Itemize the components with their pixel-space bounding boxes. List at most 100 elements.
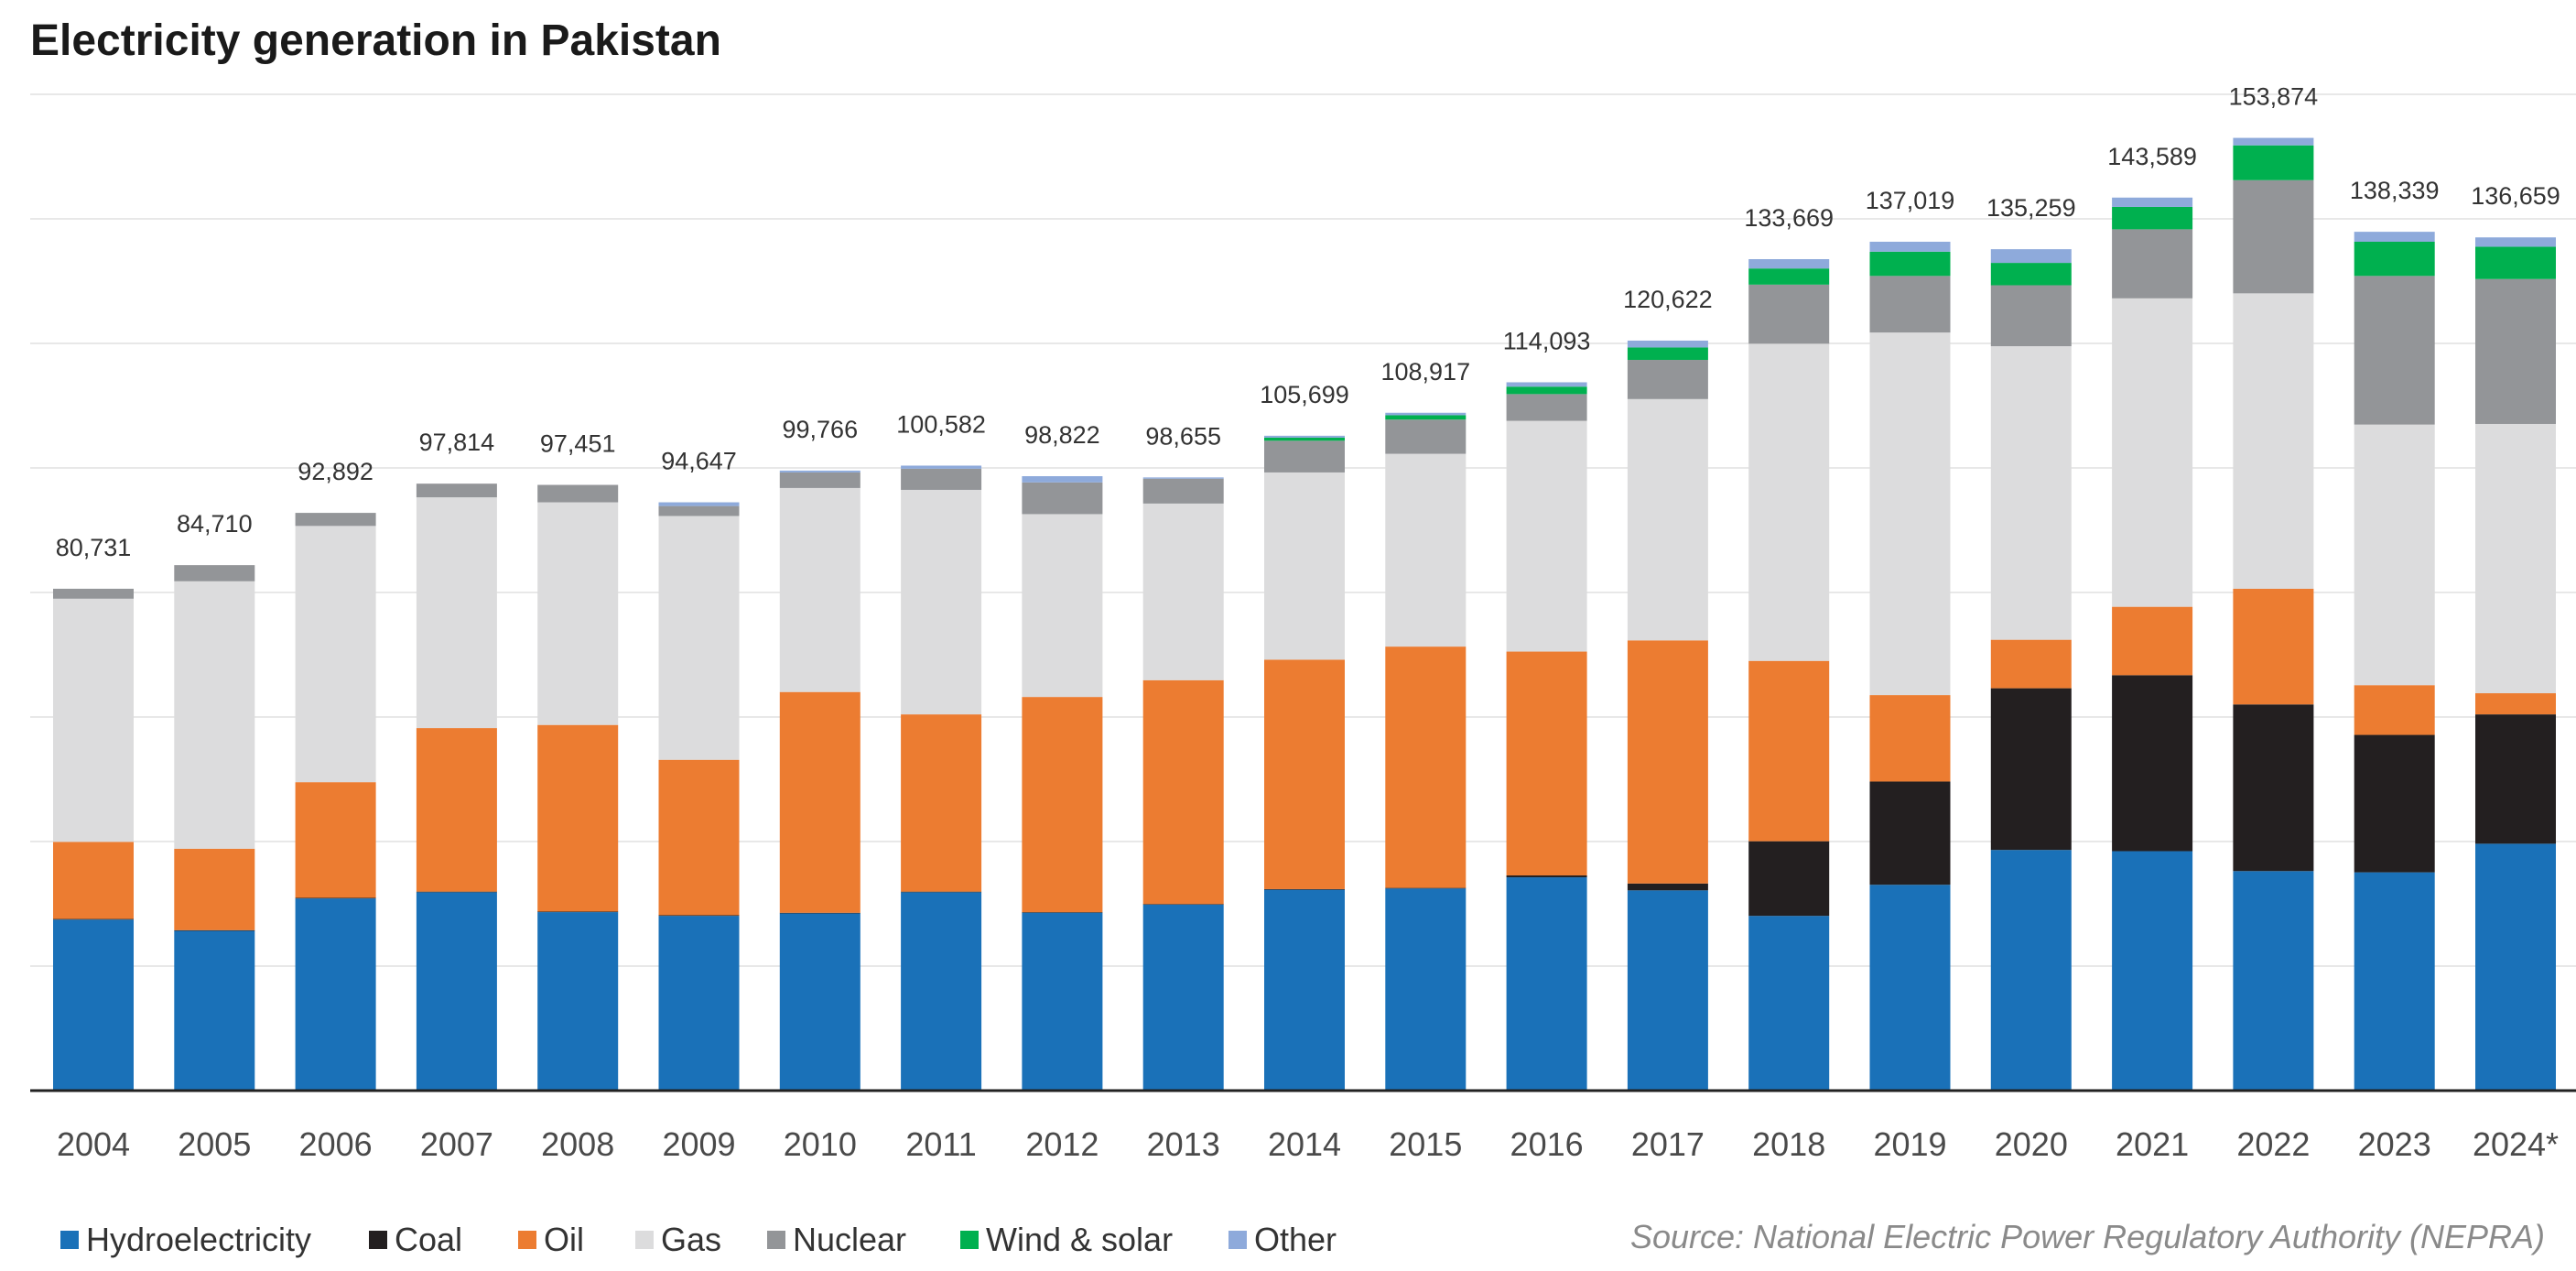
- legend-item-coal: Coal: [369, 1221, 462, 1258]
- bar-segment-gas: [1627, 398, 1708, 641]
- x-tick-label: 2011: [905, 1125, 976, 1163]
- x-tick-label: 2019: [1873, 1125, 1946, 1163]
- bar-segment-gas: [2354, 424, 2435, 686]
- legend: Hydroelectricity Coal Oil Gas Nuclear Wind & …: [60, 1221, 1337, 1258]
- total-label: 84,710: [177, 510, 253, 538]
- bar-stack-2009: [658, 502, 740, 1091]
- x-tick-label: 2012: [1025, 1125, 1099, 1163]
- bar-segment-wind-solar: [1869, 251, 1951, 277]
- total-label: 137,019: [1866, 187, 1955, 214]
- bar-segment-nuclear: [658, 505, 740, 516]
- bar-segment-gas: [416, 497, 497, 729]
- bar-segment-other: [2354, 232, 2435, 242]
- legend-label: Other: [1254, 1221, 1337, 1258]
- total-labels: 80,731 84,710 92,892 97,814 97,451 94,647 99,7…: [56, 83, 2560, 561]
- bar-segment-nuclear: [779, 472, 860, 488]
- x-tick-label: 2007: [420, 1125, 493, 1163]
- legend-swatch: [60, 1231, 79, 1249]
- x-tick-label: 2020: [1995, 1125, 2068, 1163]
- legend-label: Hydroelectricity: [86, 1221, 311, 1258]
- bar-segment-hydroelectricity: [779, 913, 860, 1091]
- bar-segment-nuclear: [2233, 179, 2314, 294]
- bar-segment-nuclear: [2354, 276, 2435, 425]
- bar-segment-coal: [2475, 714, 2556, 844]
- bar-segment-hydroelectricity: [2475, 843, 2556, 1091]
- x-tick-label: 2016: [1510, 1125, 1584, 1163]
- bar-segment-hydroelectricity: [1022, 912, 1103, 1091]
- x-tick-label: 2017: [1631, 1125, 1705, 1163]
- bar-segment-coal: [1748, 841, 1830, 917]
- legend-label: Nuclear: [793, 1221, 906, 1258]
- bar-segment-hydroelectricity: [1627, 890, 1708, 1091]
- bar-segment-other: [1264, 435, 1345, 438]
- bar-segment-gas: [1869, 332, 1951, 696]
- total-label: 138,339: [2350, 177, 2440, 204]
- legend-item-gas: Gas: [635, 1221, 721, 1258]
- bar-segment-coal: [1869, 781, 1951, 885]
- bar-segment-nuclear: [2475, 278, 2556, 424]
- bar-segment-oil: [2233, 588, 2314, 705]
- total-label: 98,822: [1024, 421, 1100, 449]
- legend-item-hydroelectricity: Hydroelectricity: [60, 1221, 311, 1258]
- bar-segment-nuclear: [1990, 285, 2072, 347]
- bar-segment-coal: [779, 912, 860, 914]
- x-tick-label: 2021: [2116, 1125, 2189, 1163]
- bar-segment-nuclear: [1022, 482, 1103, 515]
- bar-stack-2022: [2233, 137, 2314, 1091]
- total-label: 143,589: [2107, 143, 2197, 170]
- bar-segment-wind-solar: [1627, 347, 1708, 361]
- total-label: 92,892: [298, 458, 373, 485]
- bar-segment-other: [1990, 249, 2072, 264]
- bar-segment-other: [1627, 340, 1708, 348]
- bar-segment-nuclear: [1142, 478, 1224, 504]
- bar-segment-oil: [2354, 685, 2435, 735]
- bar-segment-hydroelectricity: [537, 912, 619, 1091]
- bar-segment-gas: [1264, 472, 1345, 660]
- bar-stack-2020: [1990, 249, 2072, 1091]
- x-tick-label: 2008: [541, 1125, 614, 1163]
- legend-swatch: [1228, 1231, 1247, 1249]
- x-tick-label: 2013: [1147, 1125, 1220, 1163]
- bar-segment-hydroelectricity: [2112, 851, 2193, 1091]
- bar-segment-nuclear: [53, 588, 134, 599]
- x-tick-label: 2009: [662, 1125, 735, 1163]
- bar-segment-wind-solar: [2233, 145, 2314, 180]
- bar-segment-hydroelectricity: [53, 919, 134, 1091]
- total-label: 100,582: [896, 410, 986, 438]
- bar-segment-wind-solar: [1748, 268, 1830, 285]
- bar-segment-nuclear: [1748, 284, 1830, 344]
- bar-segment-hydroelectricity: [658, 916, 740, 1091]
- bar-segment-wind-solar: [2354, 241, 2435, 277]
- bar-stack-2006: [295, 513, 376, 1091]
- bar-segment-hydroelectricity: [416, 892, 497, 1091]
- bar-stack-2018: [1748, 259, 1830, 1091]
- bar-stack-2016: [1506, 382, 1587, 1091]
- x-tick-label: 2010: [784, 1125, 857, 1163]
- bar-segment-gas: [901, 489, 982, 715]
- bar-segment-wind-solar: [2112, 206, 2193, 230]
- bar-segment-gas: [1506, 420, 1587, 652]
- x-tick-label: 2022: [2236, 1125, 2310, 1163]
- bar-segment-hydroelectricity: [1385, 888, 1467, 1091]
- bar-segment-nuclear: [1869, 276, 1951, 333]
- bar-stack-2005: [174, 565, 255, 1091]
- total-label: 97,814: [419, 429, 495, 456]
- bar-stack-2019: [1869, 241, 1951, 1091]
- total-label: 99,766: [783, 416, 859, 443]
- legend-swatch: [369, 1231, 387, 1249]
- bar-segment-gas: [2475, 423, 2556, 694]
- bar-stack-2008: [537, 484, 619, 1091]
- bar-segment-coal: [174, 929, 255, 931]
- bar-segment-nuclear: [2112, 229, 2193, 299]
- total-label: 114,093: [1503, 327, 1591, 354]
- bar-segment-oil: [295, 782, 376, 898]
- x-tick-label: 2023: [2358, 1125, 2431, 1163]
- bar-segment-oil: [53, 842, 134, 919]
- legend-item-wind-solar: Wind & solar: [960, 1221, 1173, 1258]
- bar-segment-hydroelectricity: [1990, 850, 2072, 1091]
- bar-segment-hydroelectricity: [2354, 872, 2435, 1091]
- bar-segment-wind-solar: [1385, 415, 1467, 420]
- bar-segment-oil: [1748, 660, 1830, 842]
- bar-segment-gas: [537, 502, 619, 725]
- bar-segment-gas: [1748, 343, 1830, 661]
